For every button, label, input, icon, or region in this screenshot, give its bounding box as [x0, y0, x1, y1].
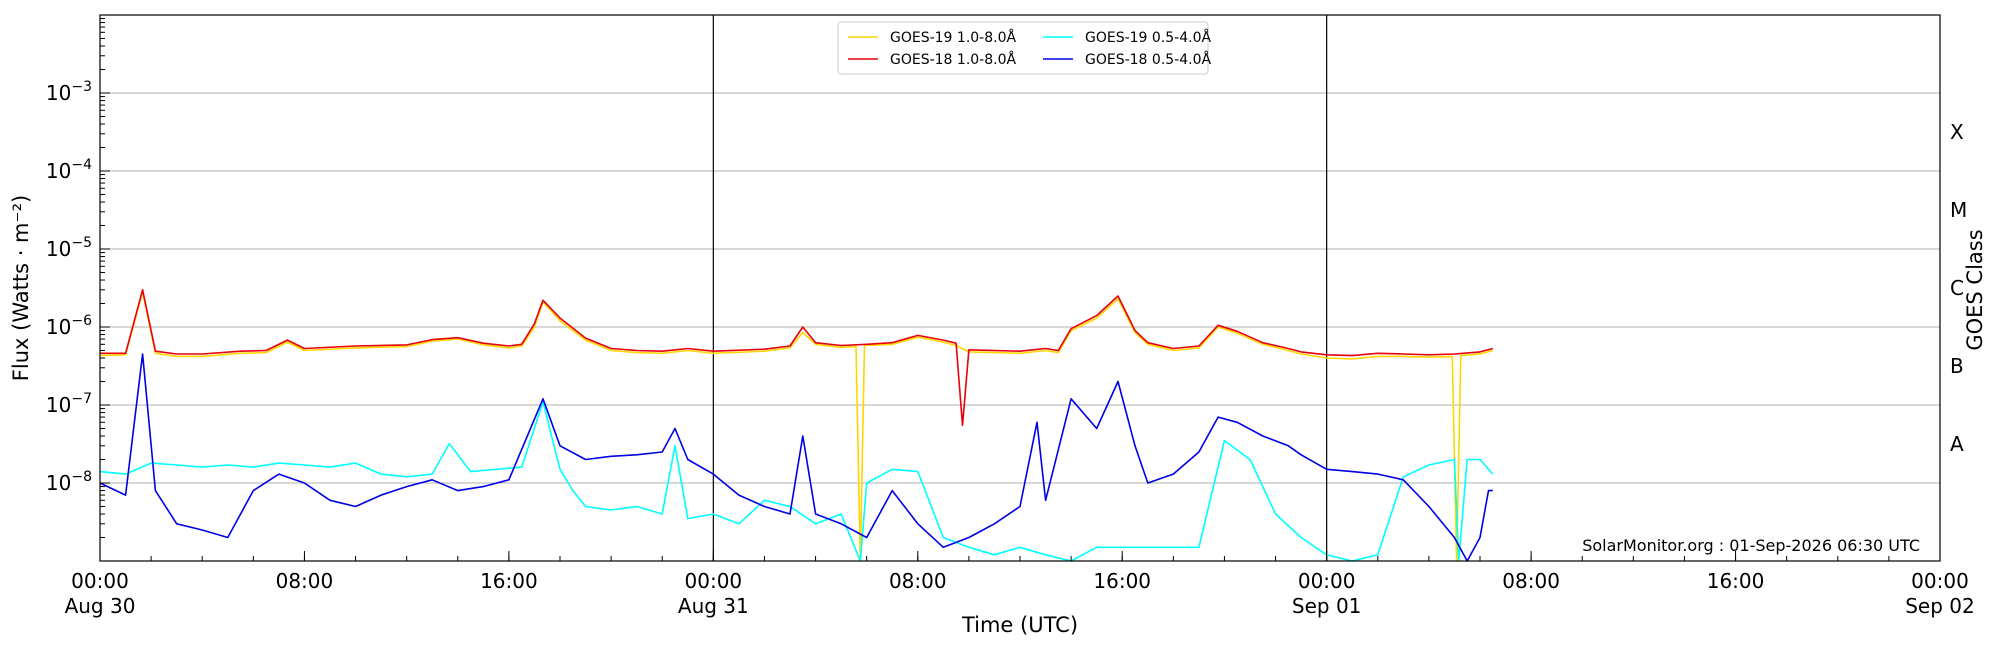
grid-lines [100, 92, 1940, 484]
y-tick-label: 10−6 [46, 313, 92, 339]
legend-label: GOES-19 0.5-4.0Å [1085, 29, 1211, 46]
goes-class-label: M [1950, 198, 1967, 222]
goes-class-labels: A B C M X [1950, 120, 1967, 456]
y-tick-label: 10−5 [46, 235, 92, 261]
x-tick-label: 08:00 [889, 569, 947, 593]
legend-label: GOES-19 1.0-8.0Å [890, 29, 1016, 46]
series-line [100, 289, 1494, 427]
goes-class-label: X [1950, 120, 1964, 144]
goes-class-label: A [1950, 432, 1964, 456]
x-tick-label: Sep 02 [1905, 594, 1975, 618]
series-lines [99, 289, 1494, 562]
x-tick-label: 00:00 [71, 569, 129, 593]
x-tick-label: 00:00 [685, 569, 743, 593]
legend-label: GOES-18 0.5-4.0Å [1085, 51, 1211, 68]
y-tick-label: 10−4 [46, 157, 92, 183]
x-axis-title: Time (UTC) [961, 613, 1078, 637]
y-tick-label: 10−3 [46, 79, 92, 105]
y-axis-ticks: 10−8 10−7 10−6 10−5 10−4 10−3 [46, 18, 110, 539]
goes-class-label: C [1950, 276, 1964, 300]
legend: GOES-19 1.0-8.0Å GOES-19 0.5-4.0Å GOES-18 … [837, 21, 1211, 75]
secondary-y-axis-title: GOES Class [1963, 229, 1987, 350]
x-tick-label: Aug 31 [678, 594, 749, 618]
x-tick-label: Sep 01 [1292, 594, 1362, 618]
x-tick-label: 16:00 [1707, 569, 1765, 593]
x-tick-label: 08:00 [276, 569, 334, 593]
x-tick-label: 00:00 [1911, 569, 1969, 593]
x-tick-label: 08:00 [1502, 569, 1560, 593]
x-tick-label: 16:00 [480, 569, 538, 593]
y-tick-label: 10−8 [46, 469, 92, 495]
y-tick-label: 10−7 [46, 391, 92, 417]
series-line [99, 291, 1494, 562]
legend-frame [837, 21, 1209, 75]
y-axis-title: Flux (Watts · m⁻²) [9, 195, 33, 381]
legend-item: GOES-18 1.0-8.0Å [848, 51, 1016, 68]
legend-item: GOES-18 0.5-4.0Å [1043, 51, 1211, 68]
legend-label: GOES-18 1.0-8.0Å [890, 51, 1016, 68]
legend-item: GOES-19 0.5-4.0Å [1043, 29, 1211, 46]
x-tick-label: Aug 30 [65, 594, 136, 618]
series-line [99, 353, 1493, 562]
x-tick-label: 00:00 [1298, 569, 1356, 593]
series-line [99, 401, 1494, 562]
goes-class-label: B [1950, 354, 1964, 378]
x-tick-label: 16:00 [1093, 569, 1151, 593]
credit-annotation: SolarMonitor.org : 01-Sep-2026 06:30 UTC [1582, 536, 1920, 555]
legend-item: GOES-19 1.0-8.0Å [848, 29, 1016, 46]
